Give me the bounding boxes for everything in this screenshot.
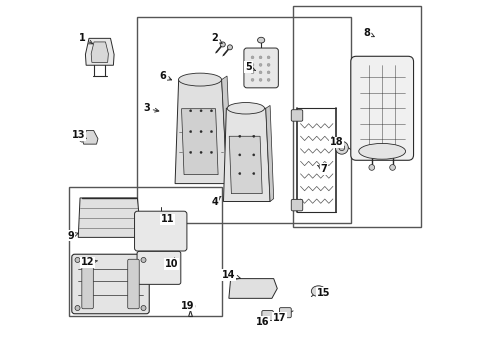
Ellipse shape <box>359 143 406 159</box>
Polygon shape <box>85 39 114 65</box>
Ellipse shape <box>251 63 254 66</box>
Ellipse shape <box>251 71 254 74</box>
Text: 16: 16 <box>255 317 269 327</box>
Ellipse shape <box>200 131 202 133</box>
FancyBboxPatch shape <box>262 311 273 320</box>
Ellipse shape <box>259 78 262 81</box>
Ellipse shape <box>210 151 213 153</box>
Text: 13: 13 <box>72 130 86 140</box>
Polygon shape <box>266 105 274 202</box>
Text: 5: 5 <box>245 62 255 72</box>
Ellipse shape <box>141 306 146 311</box>
Ellipse shape <box>190 131 192 133</box>
Ellipse shape <box>311 286 326 297</box>
FancyBboxPatch shape <box>128 259 139 309</box>
Text: 10: 10 <box>165 258 178 269</box>
Polygon shape <box>82 131 98 144</box>
FancyBboxPatch shape <box>82 259 93 309</box>
Ellipse shape <box>210 131 213 133</box>
Ellipse shape <box>227 103 265 114</box>
Ellipse shape <box>369 165 375 170</box>
Text: 4: 4 <box>211 197 221 207</box>
Ellipse shape <box>239 154 241 156</box>
Ellipse shape <box>190 151 192 153</box>
Text: 7: 7 <box>318 164 327 174</box>
Ellipse shape <box>141 257 146 262</box>
Polygon shape <box>221 76 231 184</box>
Ellipse shape <box>339 145 344 150</box>
Polygon shape <box>181 109 218 175</box>
Polygon shape <box>229 279 277 298</box>
Ellipse shape <box>75 306 80 311</box>
Text: 14: 14 <box>222 270 241 280</box>
Bar <box>137 17 351 223</box>
Text: 3: 3 <box>143 103 159 113</box>
Ellipse shape <box>259 56 262 59</box>
Text: 8: 8 <box>364 28 374 38</box>
Ellipse shape <box>267 63 270 66</box>
Ellipse shape <box>239 172 241 175</box>
Polygon shape <box>223 108 270 202</box>
Ellipse shape <box>390 165 395 170</box>
Text: 6: 6 <box>159 71 171 81</box>
Ellipse shape <box>258 37 265 43</box>
Polygon shape <box>91 42 108 62</box>
Ellipse shape <box>239 135 241 137</box>
Ellipse shape <box>267 78 270 81</box>
Ellipse shape <box>200 151 202 153</box>
FancyBboxPatch shape <box>137 251 181 284</box>
FancyBboxPatch shape <box>279 308 291 318</box>
Ellipse shape <box>178 73 221 86</box>
Ellipse shape <box>190 110 192 112</box>
Text: 19: 19 <box>181 301 195 311</box>
Text: 2: 2 <box>211 33 222 44</box>
FancyBboxPatch shape <box>291 110 303 121</box>
Polygon shape <box>175 80 227 184</box>
Ellipse shape <box>259 71 262 74</box>
Ellipse shape <box>227 45 232 50</box>
FancyBboxPatch shape <box>72 254 149 314</box>
Ellipse shape <box>186 302 195 311</box>
Ellipse shape <box>251 56 254 59</box>
FancyBboxPatch shape <box>244 48 278 88</box>
Ellipse shape <box>267 56 270 59</box>
Polygon shape <box>78 198 141 237</box>
Ellipse shape <box>253 135 255 137</box>
Ellipse shape <box>75 257 80 262</box>
Text: 18: 18 <box>330 138 343 147</box>
Ellipse shape <box>220 42 225 47</box>
Ellipse shape <box>267 71 270 74</box>
Bar <box>69 187 221 316</box>
Bar <box>294 6 421 226</box>
Text: 12: 12 <box>80 257 98 267</box>
FancyBboxPatch shape <box>135 211 187 251</box>
Text: 17: 17 <box>273 313 287 323</box>
Ellipse shape <box>253 154 255 156</box>
Ellipse shape <box>200 110 202 112</box>
Ellipse shape <box>259 63 262 66</box>
Polygon shape <box>229 136 262 194</box>
Ellipse shape <box>210 110 213 112</box>
FancyBboxPatch shape <box>351 56 414 160</box>
Ellipse shape <box>251 78 254 81</box>
Text: 9: 9 <box>68 231 78 240</box>
Ellipse shape <box>335 141 348 154</box>
Text: 1: 1 <box>78 33 93 44</box>
Text: 15: 15 <box>317 288 331 298</box>
Text: 11: 11 <box>161 215 174 224</box>
FancyBboxPatch shape <box>291 199 303 211</box>
Ellipse shape <box>253 172 255 175</box>
